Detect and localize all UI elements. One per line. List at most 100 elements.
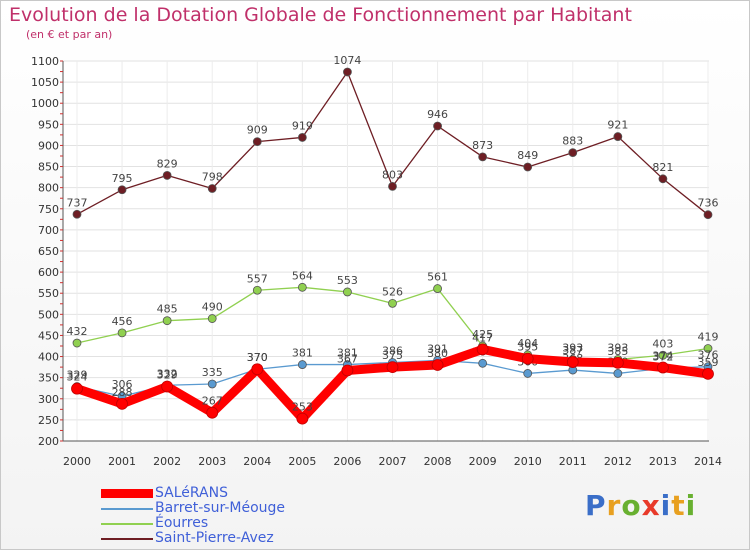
data-label: 393: [607, 342, 628, 355]
data-point: [116, 397, 128, 410]
data-point: [297, 133, 307, 142]
data-point: [297, 360, 307, 369]
data-label: 267: [202, 395, 223, 408]
data-point: [251, 363, 264, 376]
series-saint-pierre-avez: 737 795 829 798 909 919 1074 803 946 873 849 883 921…: [67, 54, 719, 220]
data-label: 253: [292, 401, 313, 414]
data-label: 380: [427, 347, 448, 360]
y-tick-label: 800: [38, 182, 59, 195]
data-label: 561: [427, 271, 448, 284]
data-point: [341, 364, 354, 377]
y-tick-label: 1050: [31, 76, 59, 89]
x-tick-label: 2013: [649, 455, 677, 468]
data-point: [72, 209, 82, 219]
y-tick-label: 950: [38, 118, 59, 131]
x-tick-label: 2012: [604, 455, 632, 468]
data-label: 329: [67, 369, 88, 382]
data-label: 425: [472, 328, 493, 341]
data-label: 829: [157, 157, 178, 170]
y-tick-label: 850: [38, 161, 59, 174]
data-point: [657, 361, 669, 374]
data-point: [658, 350, 668, 360]
data-label: 332: [157, 367, 178, 380]
data-label: 367: [337, 352, 358, 365]
data-point: [433, 284, 442, 293]
legend-swatch: [101, 523, 153, 525]
data-point: [117, 328, 127, 338]
data-label: 375: [382, 349, 403, 362]
x-tick-label: 2005: [288, 455, 316, 468]
x-tick-label: 2007: [379, 455, 407, 468]
y-tick-label: 1000: [31, 97, 59, 110]
data-label: 329: [157, 369, 178, 382]
legend-swatch: [101, 538, 153, 540]
x-tick-label: 2011: [559, 455, 587, 468]
data-label: 485: [157, 303, 178, 316]
data-point: [703, 344, 713, 353]
data-point: [343, 67, 352, 77]
y-tick-label: 900: [38, 139, 59, 152]
logo-letter: r: [606, 489, 622, 522]
y-tick-label: 1100: [31, 55, 59, 68]
data-label: 553: [337, 274, 358, 287]
data-label: 432: [67, 325, 88, 338]
legend-item: Éourres: [101, 515, 401, 532]
data-point: [611, 356, 624, 369]
data-point: [478, 152, 488, 162]
data-label: 288: [112, 386, 133, 399]
x-tick-label: 2009: [469, 455, 497, 468]
proxiti-logo: Proxiti: [585, 489, 696, 522]
data-point: [613, 369, 623, 378]
data-point: [431, 359, 444, 371]
legend-label: Barret-sur-Méouge: [155, 500, 286, 516]
data-label: 359: [698, 356, 719, 369]
data-point: [702, 367, 714, 380]
data-point: [523, 369, 533, 378]
y-tick-label: 450: [38, 329, 59, 342]
data-label: 324: [67, 371, 88, 384]
data-label: 370: [247, 351, 268, 364]
data-label: 490: [202, 301, 223, 314]
data-point: [658, 174, 668, 184]
data-label: 849: [517, 149, 538, 162]
data-point: [476, 343, 489, 356]
data-point: [161, 380, 174, 393]
y-tick-label: 350: [38, 372, 59, 385]
data-point: [71, 382, 83, 395]
x-tick-label: 2000: [63, 455, 91, 468]
data-point: [252, 285, 262, 295]
logo-letter: i: [685, 489, 697, 522]
y-tick-label: 500: [38, 308, 59, 321]
data-point: [72, 338, 82, 348]
data-point: [568, 148, 578, 158]
data-label: 564: [292, 269, 313, 282]
data-label: 385: [607, 345, 628, 358]
data-label: 374: [652, 350, 673, 363]
data-point: [207, 314, 217, 323]
y-tick-label: 550: [38, 287, 59, 300]
data-label: 381: [292, 347, 313, 360]
data-point: [523, 162, 533, 172]
data-label: 381: [337, 347, 358, 360]
data-label: 376: [698, 349, 719, 362]
data-label: 403: [652, 337, 673, 350]
data-point: [162, 316, 172, 326]
x-tick-label: 2001: [108, 455, 136, 468]
data-label: 798: [202, 171, 223, 184]
chart-subtitle: (en € et par an): [26, 28, 113, 41]
legend-item: SALéRANS: [101, 485, 401, 502]
data-label: 873: [472, 139, 493, 152]
data-point: [566, 356, 579, 368]
y-tick-label: 700: [38, 224, 59, 237]
data-point: [162, 171, 172, 180]
legend-swatch: [101, 489, 153, 498]
legend-item: Saint-Pierre-Avez: [101, 530, 401, 547]
data-label: 946: [427, 108, 448, 121]
data-label: 883: [562, 135, 583, 148]
data-label: 391: [427, 342, 448, 355]
data-label: 393: [562, 342, 583, 355]
legend-item: Barret-sur-Méouge: [101, 500, 401, 517]
data-label: 386: [382, 344, 403, 357]
data-label: 821: [652, 161, 673, 174]
